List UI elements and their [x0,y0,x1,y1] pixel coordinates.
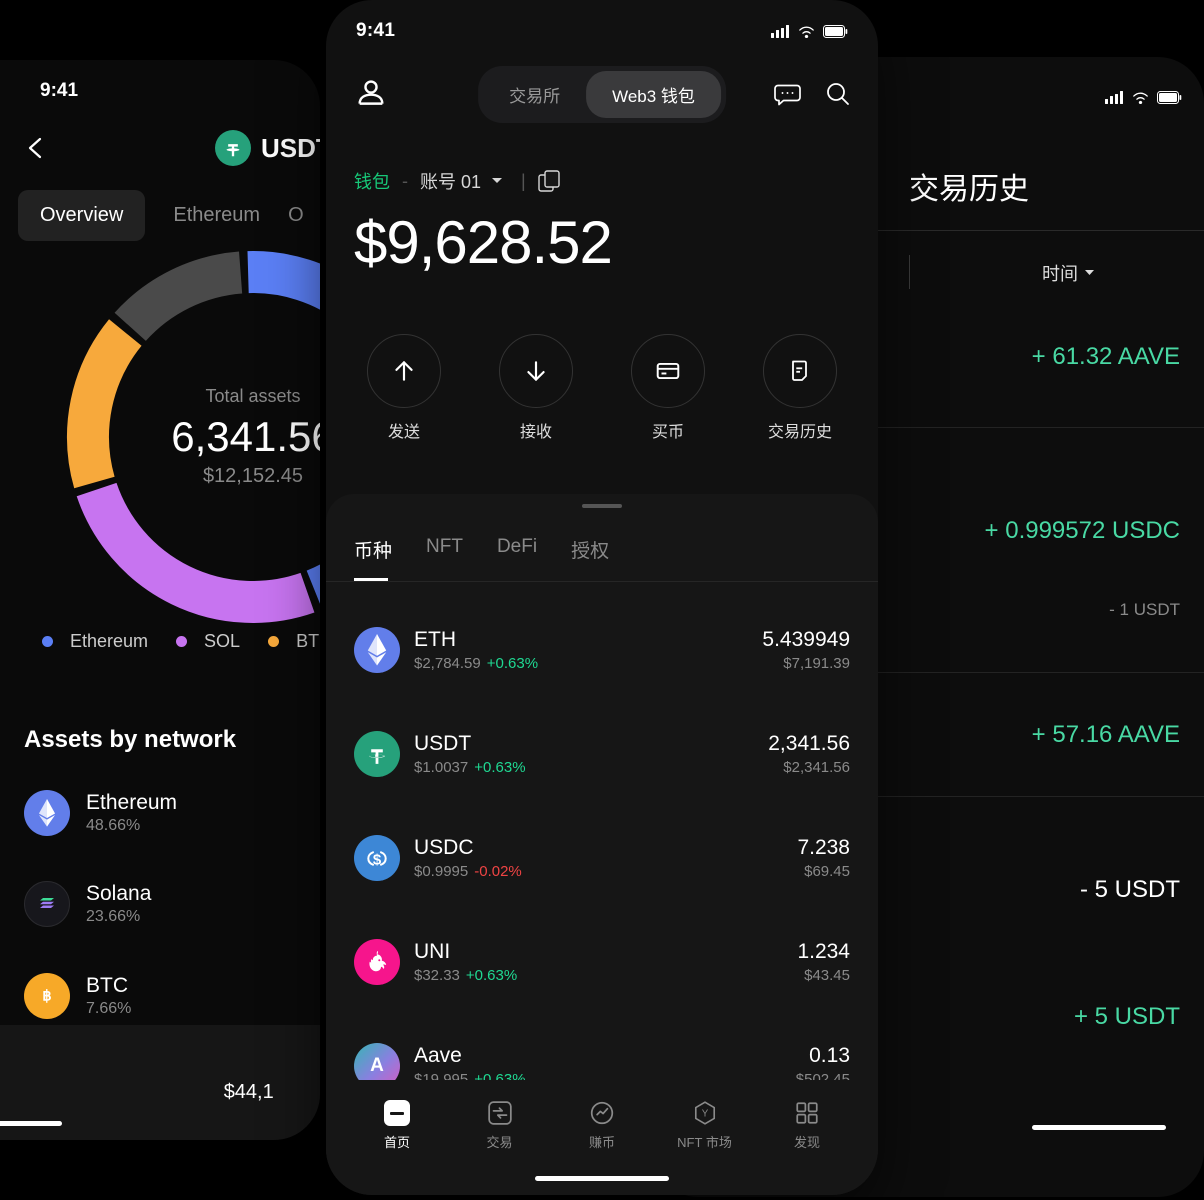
svg-text:$: $ [373,852,382,869]
svg-text:Y: Y [701,1108,708,1119]
svg-text:฿: ฿ [42,989,51,1005]
